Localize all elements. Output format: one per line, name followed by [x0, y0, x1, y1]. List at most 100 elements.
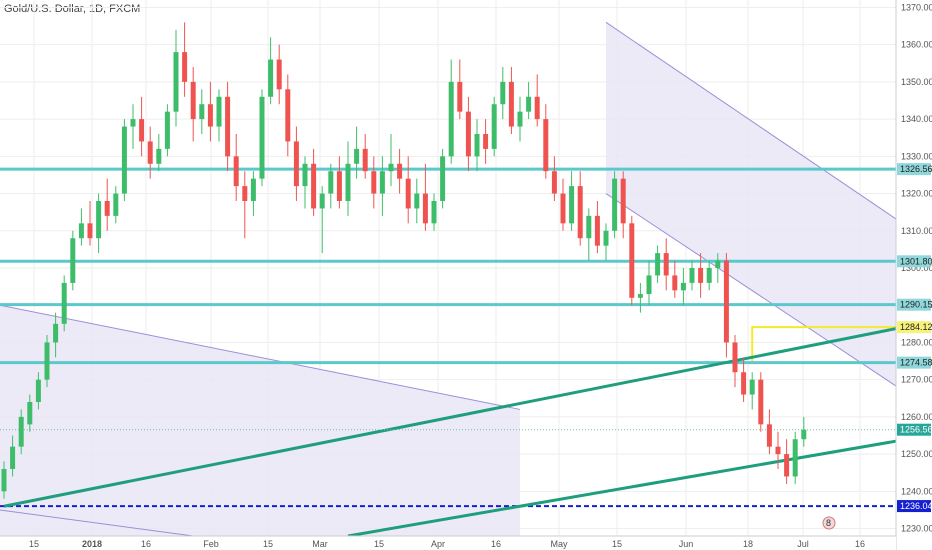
- y-tick-label: 1320.00: [901, 189, 932, 199]
- x-tick-label: May: [550, 539, 568, 549]
- level-tag-label: 1326.56: [900, 164, 932, 174]
- y-axis-panel: [896, 0, 932, 550]
- candle-down: [577, 186, 583, 239]
- candle-up: [474, 134, 480, 157]
- candle-up: [328, 171, 334, 194]
- y-tick-label: 1270.00: [901, 375, 932, 385]
- chart-title: Gold/U.S. Dollar, 1D, FXCM: [4, 3, 141, 15]
- candle-up: [156, 148, 162, 164]
- candle-up: [319, 193, 325, 209]
- channel-lower-line: [0, 509, 194, 537]
- candle-up: [96, 201, 102, 239]
- candle-up: [517, 111, 523, 127]
- x-axis-panel: [0, 536, 896, 550]
- x-tick-label: 18: [743, 539, 753, 549]
- candle-up: [302, 163, 308, 187]
- candle-up: [18, 416, 24, 447]
- candle-up: [646, 275, 652, 295]
- y-tick-label: 1310.00: [901, 226, 932, 236]
- y-tick-label: 1330.00: [901, 151, 932, 161]
- candle-up: [53, 323, 59, 343]
- candle-up: [526, 96, 532, 112]
- candle-down: [397, 163, 403, 179]
- candle-down: [293, 141, 299, 187]
- last-price-label: 1256.56: [900, 425, 932, 435]
- y-tick-label: 1230.00: [901, 524, 932, 534]
- y-tick-label: 1300.00: [901, 263, 932, 273]
- event-icon-label: 8: [826, 518, 831, 528]
- candle-up: [78, 223, 84, 239]
- candle-down: [147, 141, 153, 164]
- candle-up: [10, 446, 16, 469]
- candle-up: [603, 230, 609, 246]
- x-tick-label: 2018: [82, 539, 102, 549]
- y-tick-label: 1240.00: [901, 486, 932, 496]
- level-tag-label: 1274.58: [900, 358, 932, 368]
- x-tick-label: 15: [263, 539, 273, 549]
- candle-up: [749, 379, 755, 395]
- y-tick-label: 1260.00: [901, 412, 932, 422]
- candle-down: [104, 201, 110, 216]
- candle-up: [801, 429, 807, 440]
- candle-up: [199, 104, 205, 120]
- candle-down: [551, 171, 557, 194]
- candle-down: [207, 104, 213, 127]
- candle-up: [491, 104, 497, 149]
- candle-up: [706, 268, 712, 283]
- candle-down: [465, 111, 471, 157]
- candle-up: [586, 215, 592, 239]
- candle-up: [379, 171, 385, 194]
- candle-down: [233, 156, 239, 187]
- candle-down: [285, 89, 291, 142]
- candle-up: [689, 268, 695, 283]
- level-tag-label: 1236.04: [900, 501, 932, 511]
- candle-up: [130, 119, 136, 127]
- candle-down: [723, 260, 729, 343]
- candle-down: [371, 171, 377, 194]
- candle-up: [35, 379, 41, 402]
- level-tag-label: 1284.12: [900, 322, 932, 332]
- candle-up: [354, 148, 360, 164]
- candle-up: [44, 342, 50, 380]
- candle-down: [405, 178, 411, 209]
- candle-up: [268, 59, 274, 97]
- event-icon: [822, 516, 836, 530]
- candle-down: [620, 178, 626, 224]
- candle-down: [422, 193, 428, 224]
- candle-up: [250, 178, 256, 201]
- level-tag: [897, 500, 931, 513]
- candle-down: [543, 119, 549, 172]
- y-tick-label: 1250.00: [901, 449, 932, 459]
- trendline: [347, 433, 932, 538]
- candle-up: [1, 469, 7, 492]
- channel-upper-line: [605, 21, 932, 244]
- y-tick-label: 1340.00: [901, 114, 932, 124]
- candle-up: [164, 111, 170, 149]
- candle-down: [508, 81, 514, 127]
- candle-up: [500, 81, 506, 105]
- candle-down: [741, 372, 747, 395]
- candle-down: [190, 81, 196, 120]
- level-tag-label: 1301.80: [900, 256, 932, 266]
- candle-up: [414, 193, 420, 209]
- candle-down: [784, 454, 790, 477]
- level-tag: [897, 321, 931, 334]
- x-tick-label: Apr: [431, 539, 445, 549]
- candle-down: [698, 268, 704, 283]
- candle-up: [388, 163, 394, 172]
- candle-down: [672, 275, 678, 291]
- candle-down: [766, 424, 772, 447]
- candle-down: [732, 342, 738, 373]
- level-tag-label: 1290.15: [900, 300, 932, 310]
- y-tick-label: 1350.00: [901, 77, 932, 87]
- x-tick-label: Mar: [312, 539, 328, 549]
- candle-down: [663, 253, 669, 276]
- x-tick-label: 16: [855, 539, 865, 549]
- candle-down: [225, 96, 231, 157]
- candle-up: [173, 52, 179, 112]
- candle-up: [792, 439, 798, 477]
- candle-up: [637, 294, 643, 298]
- x-tick-label: Jul: [797, 539, 809, 549]
- channel-lower-line: [605, 193, 932, 411]
